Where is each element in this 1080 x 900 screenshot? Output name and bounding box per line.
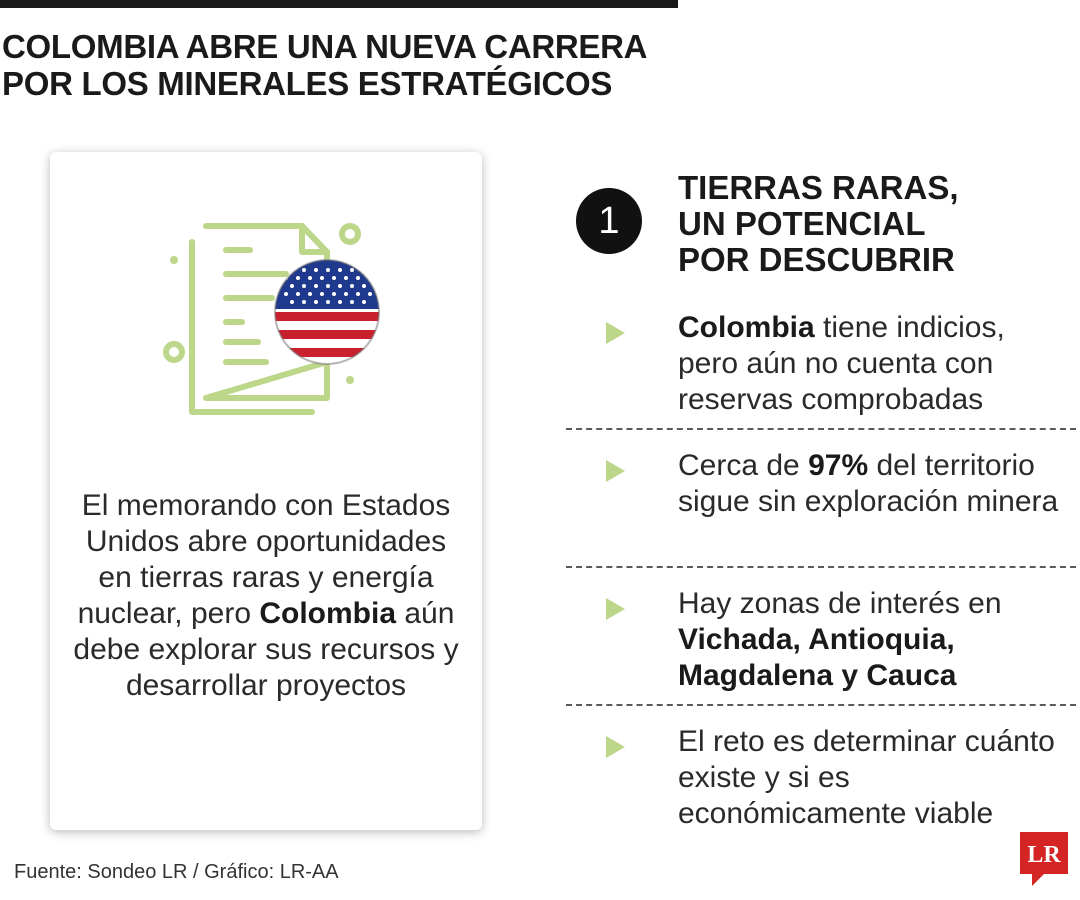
point-body: Hay zonas de interés en	[678, 587, 1002, 620]
memorandum-card: El memorando con Estados Unidos abre opo…	[50, 152, 482, 830]
page-title: COLOMBIA ABRE UNA NUEVA CARRERA POR LOS …	[2, 28, 702, 102]
source-credit: Fuente: Sondeo LR / Gráfico: LR-AA	[14, 861, 339, 883]
triangle-bullet-icon	[606, 598, 625, 620]
logo-text: LR	[1027, 842, 1061, 868]
list-item: Hay zonas de interés en Vichada, Antioqu…	[566, 586, 1076, 724]
section-title-line-2: UN POTENCIAL	[678, 205, 926, 242]
lr-logo: LR	[1018, 830, 1070, 888]
section-number-badge: 1	[576, 188, 642, 254]
point-post: del territorio sigue sin exploración min…	[678, 449, 1059, 518]
card-text-part-1: El memorando con Estados Unidos abre opo…	[77, 489, 451, 630]
section-title: TIERRAS RARAS, UN POTENCIAL POR DESCUBRI…	[678, 170, 1058, 278]
dashed-divider	[566, 428, 1076, 430]
list-item: Colombia tiene indicios, pero aún no cue…	[566, 310, 1076, 448]
point-bold: Colombia	[678, 311, 815, 344]
point-text: Hay zonas de interés en Vichada, Antioqu…	[678, 586, 1073, 694]
document-with-us-flag-icon	[162, 212, 402, 432]
point-body: tiene indicios, pero aún no cuenta con r…	[678, 311, 1005, 416]
triangle-bullet-icon	[606, 460, 625, 482]
section-title-line-1: TIERRAS RARAS,	[678, 169, 959, 206]
point-bold: 97%	[808, 449, 869, 482]
triangle-bullet-icon	[606, 736, 625, 758]
title-line-1: COLOMBIA ABRE UNA NUEVA CARRERA	[2, 28, 648, 65]
key-points-list: Colombia tiene indicios, pero aún no cue…	[566, 310, 1076, 862]
list-item: El reto es determinar cuánto existe y si…	[566, 724, 1076, 862]
section-title-line-3: POR DESCUBRIR	[678, 241, 955, 278]
point-bold: Vichada, Antioquia, Magdalena y Cauca	[678, 623, 957, 692]
card-text-bold: Colombia	[259, 597, 397, 630]
memorandum-text: El memorando con Estados Unidos abre opo…	[70, 488, 462, 704]
point-text: Colombia tiene indicios, pero aún no cue…	[678, 310, 1073, 418]
top-rule	[0, 0, 678, 8]
point-pre: Cerca de	[678, 449, 809, 482]
title-line-2: POR LOS MINERALES ESTRATÉGICOS	[2, 65, 613, 102]
dashed-divider	[566, 566, 1076, 568]
list-item: Cerca de 97% del territorio sigue sin ex…	[566, 448, 1076, 586]
point-text: El reto es determinar cuánto existe y si…	[678, 725, 1055, 830]
point-text: Cerca de 97% del territorio sigue sin ex…	[678, 448, 1073, 520]
card-text-part-2: aún debe explorar sus recursos y desarro…	[73, 597, 459, 702]
triangle-bullet-icon	[606, 322, 625, 344]
dashed-divider	[566, 704, 1076, 706]
